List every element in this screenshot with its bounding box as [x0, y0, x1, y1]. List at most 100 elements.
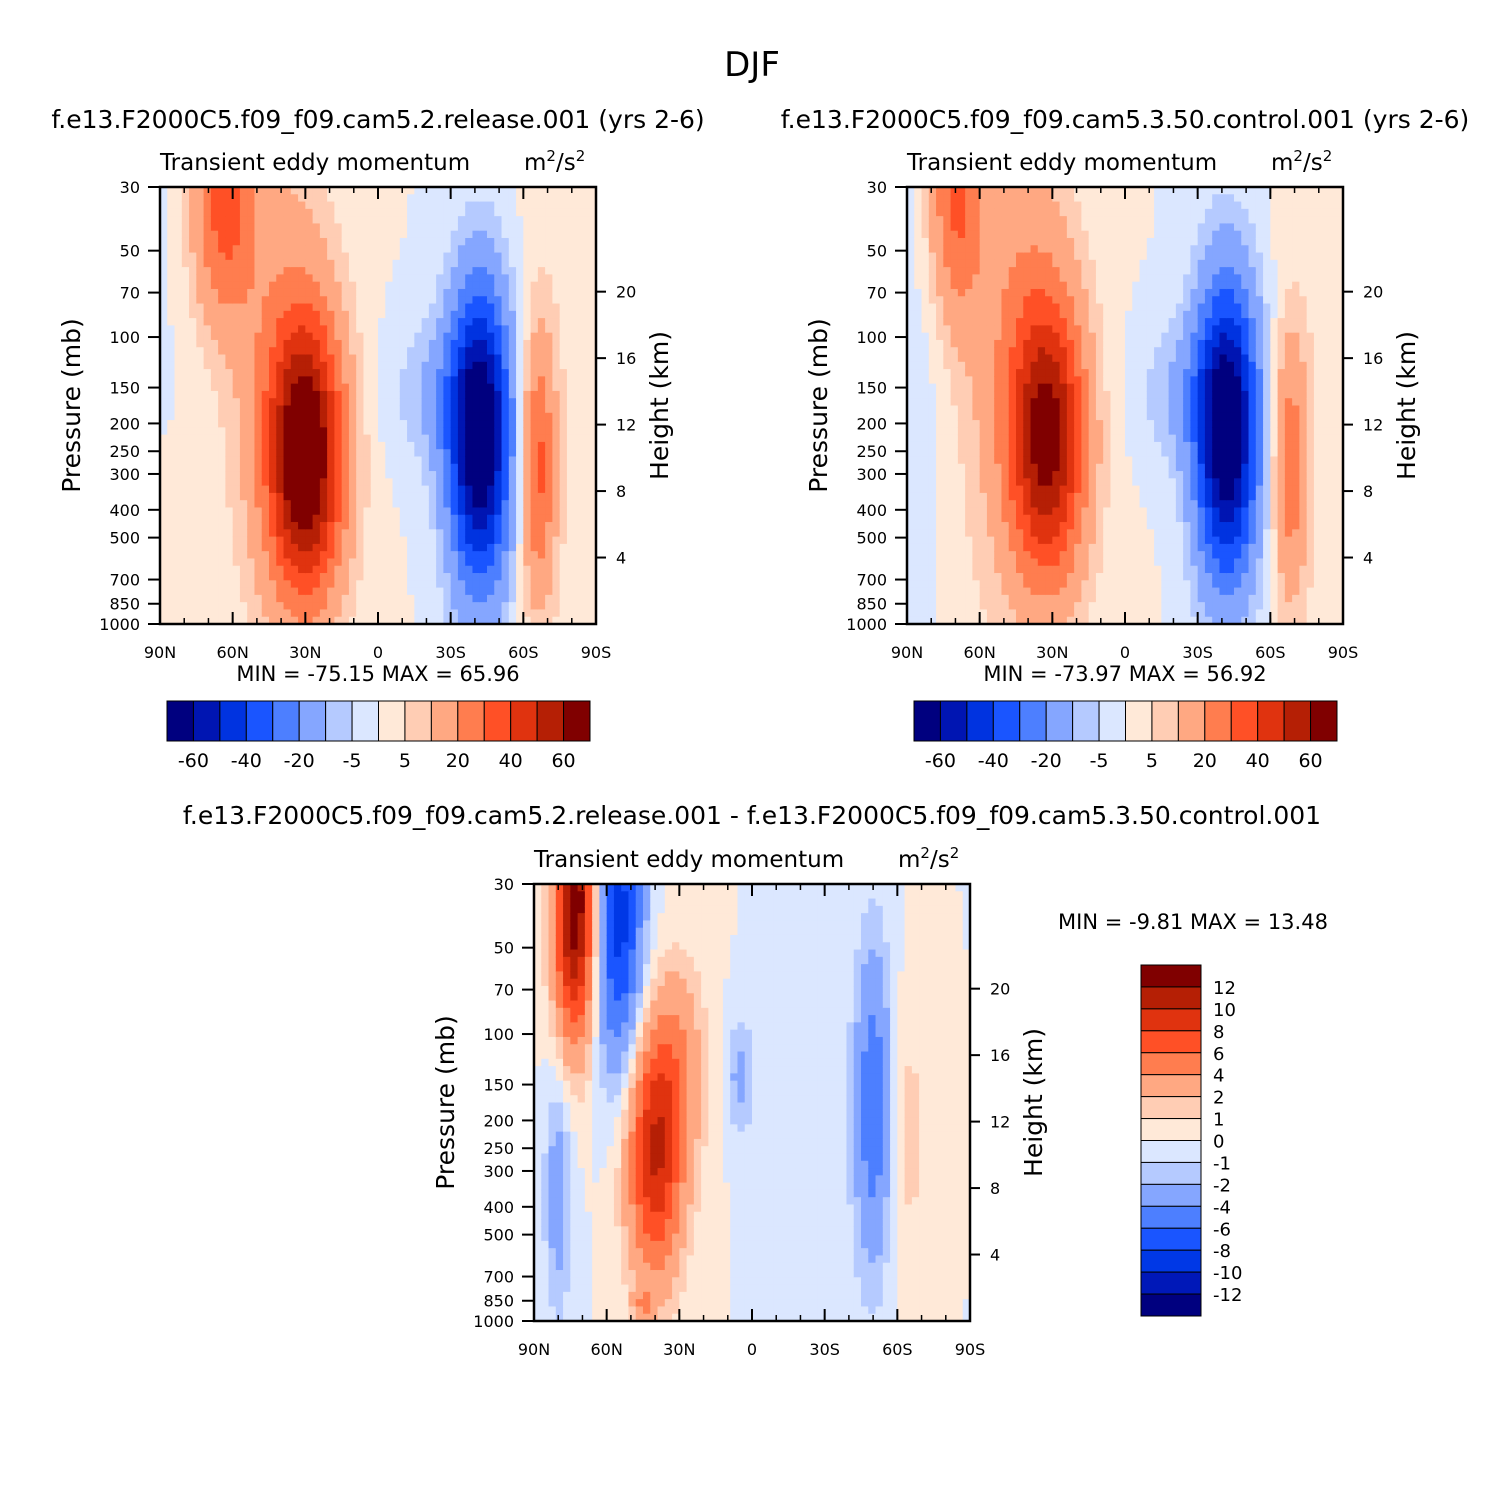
field-cell: [174, 441, 183, 450]
field-cell: [269, 405, 277, 414]
field-cell: [312, 449, 321, 458]
field-cell: [986, 208, 995, 217]
field-cell: [269, 303, 277, 312]
field-cell: [1037, 194, 1046, 203]
field-cell: [1052, 551, 1061, 560]
field-cell: [1045, 616, 1053, 625]
field-cell: [508, 318, 517, 326]
field-cell: [479, 376, 488, 385]
field-cell: [210, 616, 219, 625]
field-cell: [290, 551, 299, 560]
field-cell: [174, 245, 183, 254]
field-cell: [283, 609, 292, 618]
field-cell: [407, 405, 415, 414]
field-cell: [319, 339, 328, 348]
field-cell: [247, 602, 256, 611]
field-cell: [472, 405, 481, 414]
field-cell: [160, 565, 168, 574]
field-cell: [965, 587, 973, 596]
field-cell: [559, 405, 568, 414]
field-cell: [1008, 398, 1017, 407]
field-cell: [552, 281, 561, 290]
field-cell: [399, 303, 408, 312]
field-cell: [218, 580, 226, 589]
field-cell: [385, 427, 394, 436]
field-cell: [957, 558, 966, 567]
field-cell: [574, 405, 583, 414]
field-cell: [1045, 485, 1053, 494]
field-cell: [581, 237, 590, 246]
field-cell: [907, 361, 915, 370]
field-cell: [181, 551, 190, 560]
field-cell: [1037, 354, 1046, 363]
field-cell: [516, 230, 524, 239]
field-cell: [385, 252, 394, 261]
field-cell: [487, 318, 495, 326]
field-cell: [523, 449, 532, 458]
field-cell: [494, 259, 503, 268]
field-cell: [465, 390, 474, 399]
field-cell: [181, 616, 190, 625]
field-cell: [986, 252, 995, 261]
field-cell: [986, 602, 995, 611]
field-cell: [378, 551, 386, 560]
field-cell: [203, 478, 212, 487]
field-cell: [174, 237, 183, 246]
y-tick-label: 850: [109, 595, 140, 614]
field-cell: [283, 456, 292, 465]
field-cell: [334, 594, 343, 603]
colorbar-swatch: [351, 700, 379, 742]
y-tick-label: 100: [109, 328, 140, 347]
field-cell: [994, 485, 1003, 494]
field-cell: [225, 216, 234, 225]
field-cell: [428, 223, 437, 232]
field-cell: [943, 492, 952, 501]
field-cell: [298, 208, 306, 217]
field-cell: [399, 354, 408, 363]
field-cell: [1052, 267, 1061, 275]
field-cell: [428, 267, 437, 275]
field-cell: [979, 237, 988, 246]
field-cell: [1023, 478, 1032, 487]
field-cell: [943, 616, 952, 625]
field-cell: [516, 456, 524, 465]
field-cell: [167, 259, 176, 268]
field-cell: [472, 587, 481, 596]
field-cell: [516, 318, 524, 326]
field-cell: [494, 325, 503, 334]
field-cell: [261, 456, 270, 465]
field-cell: [994, 347, 1003, 356]
field-cell: [936, 405, 944, 414]
field-cell: [370, 507, 379, 516]
y-tick-label: 250: [109, 442, 140, 461]
field-cell: [907, 616, 915, 625]
field-cell: [385, 471, 394, 479]
field-cell: [943, 237, 952, 246]
field-cell: [203, 208, 212, 217]
field-cell: [305, 485, 314, 494]
field-cell: [523, 441, 532, 450]
field-cell: [319, 580, 328, 589]
field-cell: [378, 558, 386, 567]
field-cell: [501, 252, 510, 261]
field-cell: [239, 223, 248, 232]
field-cell: [552, 565, 561, 574]
field-cell: [254, 449, 263, 458]
field-cell: [986, 369, 995, 377]
field-cell: [943, 318, 952, 326]
field-cell: [552, 434, 561, 443]
field-cell: [545, 201, 553, 210]
field-cell: [450, 405, 459, 414]
field-cell: [160, 594, 168, 603]
field-cell: [363, 500, 372, 509]
field-cell: [298, 296, 306, 305]
field-cell: [276, 412, 285, 421]
field-cell: [443, 522, 452, 530]
field-cell: [472, 288, 481, 297]
field-cell: [181, 318, 190, 326]
field-cell: [552, 332, 561, 341]
field-cell: [261, 558, 270, 567]
field-cell: [1008, 252, 1017, 261]
field-cell: [986, 558, 995, 567]
field-cell: [399, 420, 408, 428]
